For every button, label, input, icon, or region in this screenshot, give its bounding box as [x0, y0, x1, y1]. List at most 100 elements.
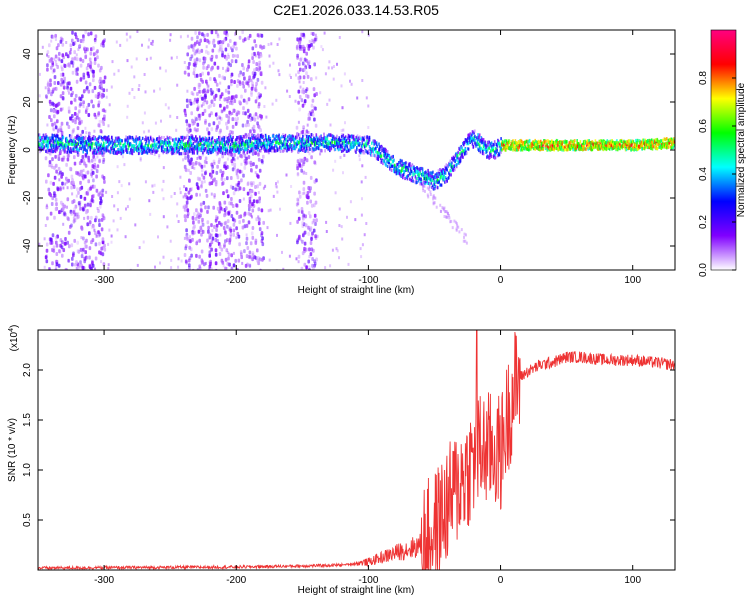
heatmap-cell	[227, 116, 231, 121]
heatmap-cell	[248, 75, 251, 80]
heatmap-cell	[125, 207, 127, 211]
heatmap-cell	[556, 139, 559, 143]
heatmap-cell	[239, 137, 241, 141]
heatmap-cell	[204, 146, 207, 150]
heatmap-cell	[203, 164, 206, 168]
heatmap-cell	[313, 179, 317, 184]
heatmap-cell	[87, 158, 91, 163]
heatmap-cell	[126, 138, 128, 142]
heatmap-cell	[210, 127, 214, 132]
heatmap-cell	[198, 143, 200, 147]
heatmap-cell	[214, 180, 218, 184]
heatmap-cell	[162, 215, 165, 219]
heatmap-cell	[89, 186, 92, 191]
heatmap-cell	[268, 64, 271, 68]
heatmap-cell	[90, 198, 94, 202]
heatmap-cell	[358, 154, 361, 158]
heatmap-cell	[302, 87, 305, 91]
heatmap-cell	[468, 137, 471, 141]
heatmap-cell	[86, 47, 89, 52]
heatmap-cell	[211, 136, 214, 140]
heatmap-cell	[52, 245, 56, 250]
heatmap-cell	[248, 142, 250, 146]
heatmap-cell	[165, 140, 168, 144]
heatmap-cell	[103, 75, 107, 80]
heatmap-cell	[91, 142, 94, 146]
heatmap-cell	[500, 150, 502, 154]
heatmap-cell	[261, 242, 265, 247]
heatmap-cell	[298, 44, 302, 49]
heatmap-cell	[284, 133, 287, 137]
heatmap-cell	[215, 54, 218, 59]
heatmap-cell	[310, 203, 314, 208]
heatmap-cell	[278, 73, 281, 77]
heatmap-cell	[363, 151, 366, 155]
heatmap-cell	[257, 215, 260, 219]
heatmap-cell	[162, 179, 165, 183]
heatmap-cell	[90, 47, 93, 52]
heatmap-cell	[453, 164, 456, 168]
heatmap-cell	[75, 79, 79, 84]
heatmap-cell	[492, 149, 494, 153]
heatmap-cell	[241, 123, 245, 128]
heatmap-cell	[213, 195, 216, 199]
heatmap-cell	[467, 147, 470, 151]
heatmap-cell	[71, 30, 74, 35]
heatmap-cell	[108, 140, 111, 145]
heatmap-cell	[463, 235, 465, 239]
heatmap-cell	[243, 76, 246, 81]
heatmap-cell	[53, 114, 56, 119]
heatmap-cell	[187, 138, 190, 142]
heatmap-cell	[232, 232, 235, 237]
heatmap-cell	[547, 139, 549, 143]
heatmap-cell	[441, 176, 444, 180]
heatmap-cell	[297, 100, 300, 105]
heatmap-cell	[307, 113, 311, 117]
heatmap-cell	[77, 190, 80, 195]
heatmap-cell	[227, 96, 231, 101]
heatmap-cell	[62, 222, 65, 226]
heatmap-cell	[542, 147, 544, 151]
heatmap-cell	[66, 153, 70, 158]
heatmap-cell	[409, 164, 412, 168]
heatmap-cell	[431, 185, 433, 189]
heatmap-cell	[51, 122, 54, 127]
heatmap-cell	[257, 157, 261, 162]
heatmap-cell	[55, 252, 59, 256]
heatmap-cell	[327, 66, 330, 70]
heatmap-cell	[97, 103, 100, 108]
heatmap-cell	[230, 159, 234, 164]
heatmap-cell	[202, 88, 206, 93]
heatmap-cell	[67, 230, 71, 235]
heatmap-cell	[377, 157, 379, 161]
heatmap-cell	[61, 67, 64, 72]
heatmap-cell	[302, 81, 305, 84]
heatmap-cell	[471, 142, 474, 146]
heatmap-cell	[244, 160, 247, 164]
heatmap-cell	[332, 77, 335, 81]
heatmap-cell	[149, 212, 152, 216]
heatmap-cell	[449, 159, 452, 163]
heatmap-cell	[255, 81, 258, 86]
heatmap-cell	[295, 125, 299, 130]
heatmap-cell	[199, 142, 202, 146]
heatmap-cell	[62, 148, 65, 152]
heatmap-cell	[88, 220, 92, 225]
heatmap-cell	[159, 261, 161, 265]
heatmap-cell	[454, 168, 456, 172]
heatmap-cell	[134, 223, 137, 227]
heatmap-cell	[224, 239, 227, 244]
heatmap-cell	[53, 57, 56, 61]
heatmap-cell	[53, 121, 57, 126]
heatmap-cell	[333, 144, 335, 148]
heatmap-cell	[296, 159, 300, 164]
heatmap-cell	[193, 67, 196, 72]
heatmap-cell	[282, 149, 284, 153]
heatmap-cell	[192, 71, 196, 76]
heatmap-cell	[170, 266, 173, 270]
heatmap-cell	[572, 148, 574, 152]
heatmap-cell	[214, 248, 218, 253]
heatmap-cell	[301, 130, 305, 134]
heatmap-cell	[268, 135, 270, 139]
heatmap-cell	[303, 146, 306, 150]
